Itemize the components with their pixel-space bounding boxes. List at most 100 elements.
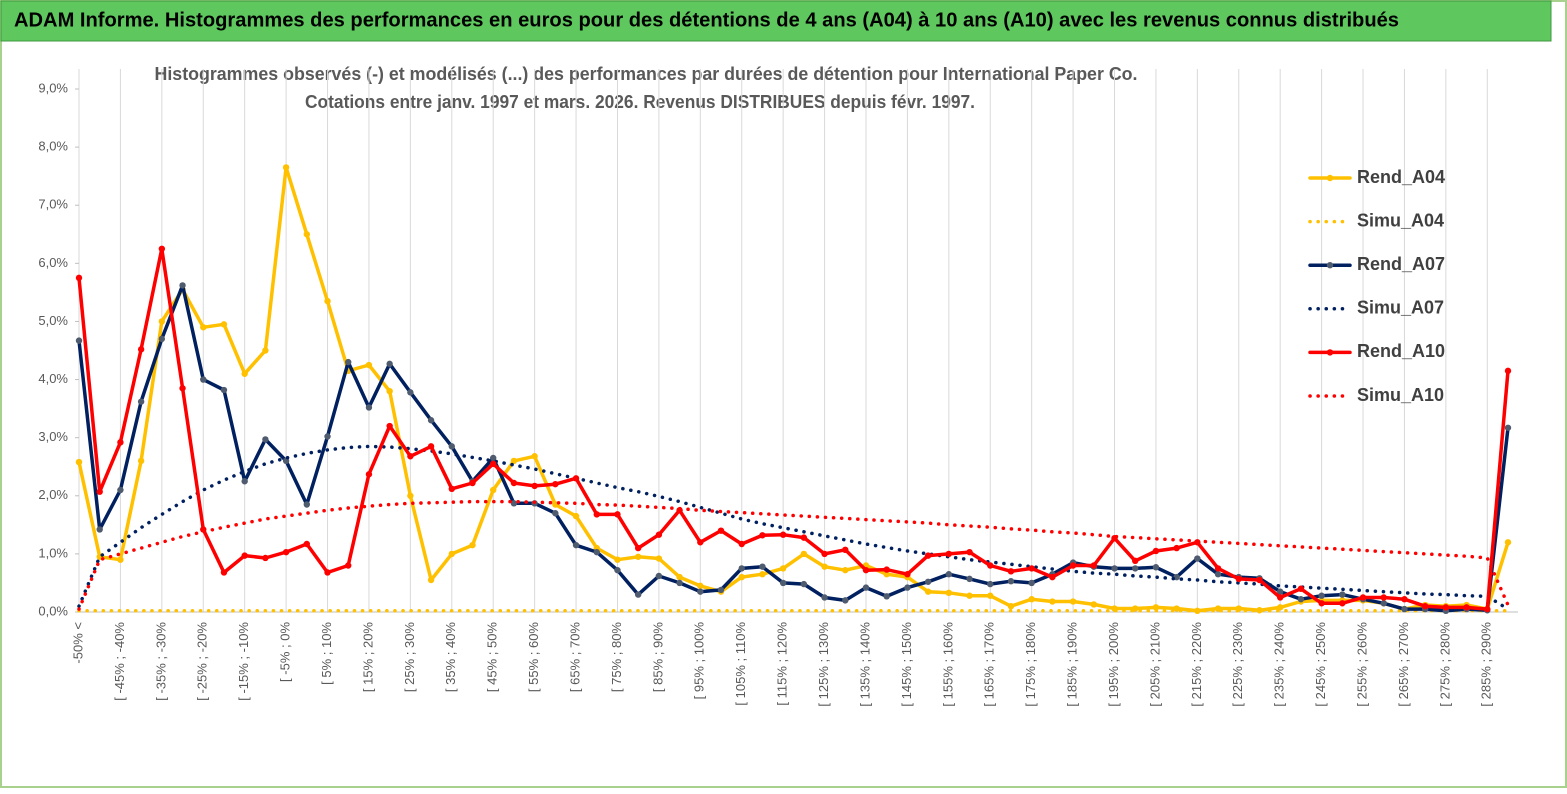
series-marker — [200, 324, 207, 331]
series-marker — [1049, 598, 1056, 605]
series-marker — [117, 439, 124, 446]
x-tick-label: [ 185% ; 190% — [1065, 622, 1080, 707]
series-marker — [386, 422, 393, 430]
series-marker — [1152, 564, 1160, 571]
series-marker — [137, 457, 145, 465]
series-marker — [1090, 601, 1097, 608]
series-marker — [634, 591, 642, 598]
series-marker — [924, 578, 932, 585]
series-marker — [676, 579, 683, 587]
x-tick-label: [ 265% ; 270% — [1396, 622, 1411, 707]
x-tick-label: [ 85% ; 90% — [650, 622, 665, 693]
series-marker — [262, 347, 269, 354]
legend-label: Rend_A04 — [1357, 167, 1445, 187]
series-marker — [510, 479, 518, 487]
series-marker — [1297, 596, 1305, 603]
series-marker — [987, 562, 994, 569]
series-marker — [407, 453, 414, 460]
series-marker — [365, 404, 373, 411]
series-marker — [1401, 605, 1408, 613]
series-marker — [945, 571, 953, 578]
series-marker — [759, 571, 766, 578]
series-line — [77, 165, 1510, 613]
series-marker — [1069, 598, 1077, 605]
series-marker — [1463, 604, 1470, 611]
series-marker — [386, 360, 393, 368]
series-line — [77, 499, 1510, 611]
series-marker — [738, 565, 745, 572]
series-marker — [738, 573, 745, 581]
series-marker — [220, 386, 228, 394]
series-marker — [407, 492, 414, 499]
x-tick-label: [ 35% ; 40% — [443, 622, 458, 693]
series-marker — [593, 511, 600, 518]
series-marker — [552, 480, 559, 488]
series-marker — [427, 443, 435, 450]
series-marker — [904, 584, 911, 591]
x-tick-label: [ -35% ; -30% — [153, 622, 168, 701]
series-marker — [1049, 573, 1056, 581]
series-marker — [614, 566, 621, 574]
series-marker — [241, 478, 248, 485]
series-marker — [158, 245, 166, 253]
series-marker — [324, 433, 331, 440]
series-marker — [821, 563, 828, 570]
y-tick-label: 5,0% — [38, 313, 68, 328]
series-marker — [303, 231, 311, 238]
series-marker — [800, 550, 808, 558]
series-marker — [1504, 424, 1512, 431]
header-title: ADAM Informe. Histogrammes des performan… — [14, 9, 1399, 31]
series-marker — [282, 548, 290, 556]
header-band — [0, 0, 1552, 42]
series-marker — [262, 554, 269, 562]
series-marker — [614, 556, 621, 563]
x-tick-label: [ 235% ; 240% — [1272, 622, 1287, 707]
y-tick-label: 6,0% — [38, 255, 68, 270]
series-marker — [303, 540, 311, 548]
y-tick-label: 7,0% — [38, 197, 68, 212]
series-marker — [1442, 604, 1450, 611]
x-tick-label: [ 175% ; 180% — [1023, 622, 1038, 707]
x-tick-label: [ 75% ; 80% — [609, 622, 624, 693]
series-marker — [655, 531, 663, 538]
series-marker — [1152, 604, 1160, 611]
y-tick-label: 9,0% — [38, 80, 68, 95]
legend-marker — [1326, 174, 1334, 182]
series-marker — [510, 457, 518, 465]
series-marker — [1152, 547, 1160, 555]
y-tick-label: 2,0% — [38, 487, 68, 502]
series-marker — [738, 540, 745, 548]
series-marker — [800, 534, 808, 541]
x-tick-label: [ 255% ; 260% — [1354, 622, 1369, 707]
x-tick-label: [ -45% ; -40% — [112, 622, 127, 701]
series-marker — [1214, 565, 1222, 572]
x-tick-label: [ 5% ; 10% — [319, 622, 334, 685]
legend-label: Simu_A10 — [1357, 385, 1444, 405]
series-marker — [510, 500, 518, 507]
x-tick-label: [ 165% ; 170% — [982, 622, 997, 707]
series-marker — [779, 579, 787, 587]
x-tick-label: [ 125% ; 130% — [816, 622, 831, 707]
series-marker — [779, 531, 787, 538]
legend-marker — [1326, 349, 1334, 356]
series-marker — [448, 443, 455, 450]
x-tick-label: [ 135% ; 140% — [857, 622, 872, 707]
series-marker — [1256, 576, 1263, 584]
series-marker — [821, 550, 828, 558]
series-line — [77, 444, 1510, 611]
series-marker — [779, 565, 787, 572]
series-marker — [1318, 592, 1325, 599]
legend-label: Simu_A07 — [1357, 298, 1444, 318]
series-marker — [117, 556, 124, 563]
series-marker — [572, 512, 580, 520]
series-marker — [717, 527, 725, 534]
x-tick-label: [ 215% ; 220% — [1189, 622, 1204, 707]
series-marker — [241, 552, 248, 559]
series-marker — [427, 417, 435, 424]
x-tick-label: [ 285% ; 290% — [1479, 622, 1494, 707]
series-marker — [883, 593, 890, 600]
series-marker — [862, 584, 870, 591]
series-marker — [448, 550, 455, 558]
series-marker — [1235, 575, 1242, 583]
series-marker — [220, 321, 228, 328]
